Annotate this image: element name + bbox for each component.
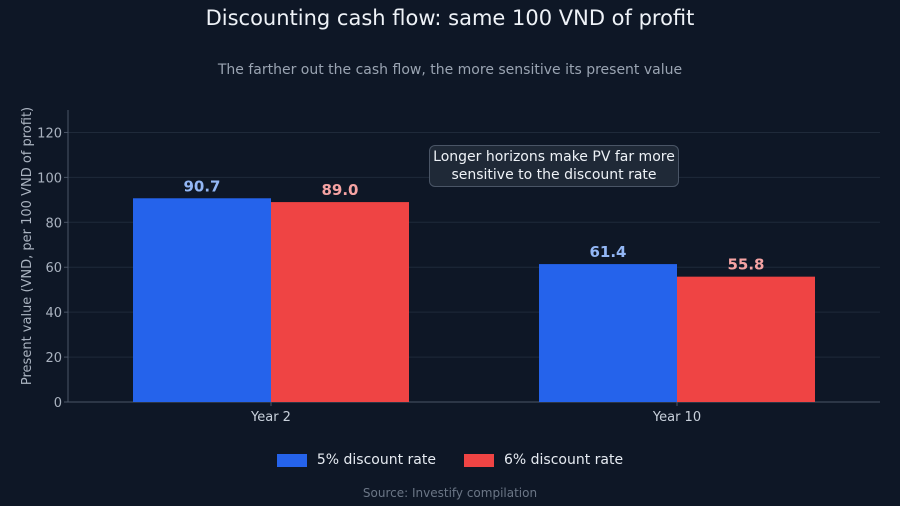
bar (539, 264, 677, 402)
legend-item-6pct: 6% discount rate (464, 452, 623, 468)
chart-subtitle: The farther out the cash flow, the more … (217, 62, 683, 78)
chart-title: Discounting cash flow: same 100 VND of p… (205, 6, 695, 30)
y-tick-label: 60 (45, 261, 62, 276)
y-tick-label: 0 (54, 396, 62, 411)
x-tick-label: Year 10 (652, 410, 701, 425)
y-tick-label: 40 (45, 306, 62, 321)
legend-label-5pct: 5% discount rate (316, 452, 436, 468)
y-tick-label: 100 (37, 171, 62, 186)
annotation-box: Longer horizons make PV far more sensiti… (429, 145, 679, 187)
bar (677, 276, 815, 402)
data-label: 89.0 (321, 181, 358, 199)
y-tick-label: 80 (45, 216, 62, 231)
legend: 5% discount rate 6% discount rate (0, 452, 900, 468)
x-tick-label: Year 2 (250, 410, 291, 425)
data-label: 61.4 (589, 243, 626, 261)
y-tick-label: 20 (45, 351, 62, 366)
legend-swatch-5pct (276, 453, 307, 467)
data-label: 90.7 (183, 177, 220, 195)
source-note: Source: Investify compilation (362, 486, 538, 500)
legend-swatch-6pct (464, 453, 494, 467)
y-axis-label: Present value (VND, per 100 VND of profi… (20, 107, 35, 385)
bar (133, 198, 271, 402)
y-tick-label: 120 (37, 126, 62, 141)
legend-label-6pct: 6% discount rate (504, 452, 624, 468)
bar (271, 202, 409, 402)
data-label: 55.8 (727, 256, 764, 274)
legend-item-5pct: 5% discount rate (276, 452, 436, 468)
